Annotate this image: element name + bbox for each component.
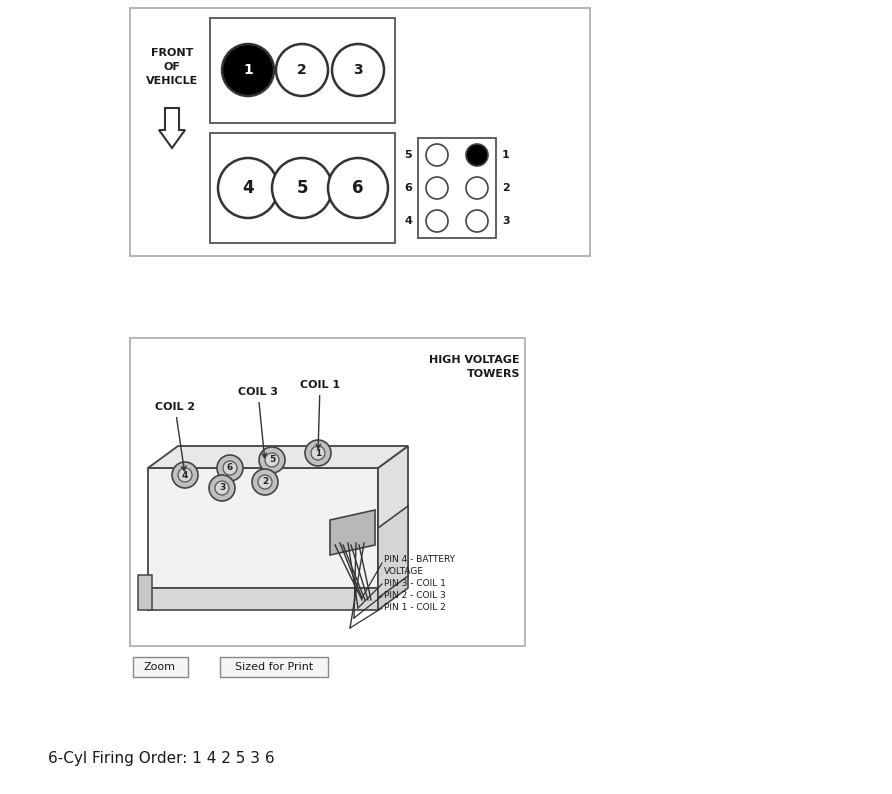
- Text: 2: 2: [297, 63, 307, 77]
- Bar: [148, 468, 378, 588]
- Polygon shape: [159, 108, 185, 148]
- Circle shape: [466, 144, 488, 166]
- Text: 3: 3: [219, 484, 225, 492]
- Text: VOLTAGE: VOLTAGE: [384, 568, 424, 576]
- Polygon shape: [378, 506, 408, 598]
- Text: 3: 3: [502, 216, 509, 226]
- Text: COIL 3: COIL 3: [238, 387, 278, 457]
- Circle shape: [328, 158, 388, 218]
- Bar: [130, 338, 525, 646]
- Circle shape: [305, 440, 331, 466]
- Text: 6: 6: [227, 464, 233, 472]
- Text: 3: 3: [353, 63, 363, 77]
- Circle shape: [276, 44, 328, 96]
- Circle shape: [426, 210, 448, 232]
- Bar: [210, 18, 395, 123]
- Text: COIL 1: COIL 1: [300, 380, 340, 449]
- Text: PIN 3 - COIL 1: PIN 3 - COIL 1: [384, 580, 446, 588]
- Polygon shape: [378, 446, 408, 588]
- Bar: [418, 138, 496, 238]
- Circle shape: [252, 469, 278, 495]
- Circle shape: [272, 158, 332, 218]
- Text: TOWERS: TOWERS: [467, 369, 520, 379]
- Circle shape: [209, 475, 235, 501]
- Polygon shape: [378, 566, 408, 610]
- Bar: [210, 133, 395, 243]
- Text: HIGH VOLTAGE: HIGH VOLTAGE: [429, 355, 520, 365]
- Text: 5: 5: [296, 179, 308, 197]
- Circle shape: [218, 158, 278, 218]
- Text: 6: 6: [404, 183, 412, 193]
- Text: 4: 4: [182, 471, 188, 480]
- Text: PIN 1 - COIL 2: PIN 1 - COIL 2: [384, 603, 446, 612]
- Text: 4: 4: [404, 216, 412, 226]
- Text: VEHICLE: VEHICLE: [146, 76, 198, 86]
- Bar: [138, 575, 152, 610]
- Polygon shape: [148, 446, 408, 468]
- Circle shape: [178, 468, 192, 482]
- Text: 4: 4: [243, 179, 254, 197]
- Circle shape: [222, 44, 274, 96]
- Bar: [133, 657, 188, 677]
- Text: OF: OF: [163, 62, 180, 72]
- Circle shape: [426, 177, 448, 199]
- Bar: [148, 588, 378, 610]
- Circle shape: [466, 210, 488, 232]
- Circle shape: [265, 453, 279, 467]
- Text: 6: 6: [352, 179, 364, 197]
- Circle shape: [426, 144, 448, 166]
- Text: 2: 2: [502, 183, 509, 193]
- Text: 1: 1: [244, 63, 252, 77]
- Circle shape: [258, 475, 272, 489]
- Circle shape: [259, 447, 285, 473]
- Text: 5: 5: [268, 456, 275, 464]
- Circle shape: [332, 44, 384, 96]
- Polygon shape: [330, 510, 375, 555]
- Circle shape: [311, 446, 325, 460]
- Text: Zoom: Zoom: [144, 662, 176, 672]
- Text: FRONT: FRONT: [151, 48, 194, 58]
- Circle shape: [223, 461, 237, 475]
- Bar: [220, 657, 328, 677]
- Circle shape: [172, 462, 198, 488]
- Circle shape: [215, 481, 229, 495]
- Text: PIN 4 - BATTERY: PIN 4 - BATTERY: [384, 556, 455, 565]
- Text: COIL 2: COIL 2: [155, 402, 195, 471]
- Text: Sized for Print: Sized for Print: [235, 662, 313, 672]
- Circle shape: [217, 455, 243, 481]
- Text: 6-Cyl Firing Order: 1 4 2 5 3 6: 6-Cyl Firing Order: 1 4 2 5 3 6: [48, 750, 275, 765]
- Bar: [130, 8, 590, 256]
- Text: 5: 5: [404, 150, 412, 160]
- Circle shape: [466, 177, 488, 199]
- Text: 1: 1: [315, 449, 321, 457]
- Text: 1: 1: [502, 150, 509, 160]
- Text: 2: 2: [262, 477, 268, 487]
- Text: PIN 2 - COIL 3: PIN 2 - COIL 3: [384, 592, 446, 600]
